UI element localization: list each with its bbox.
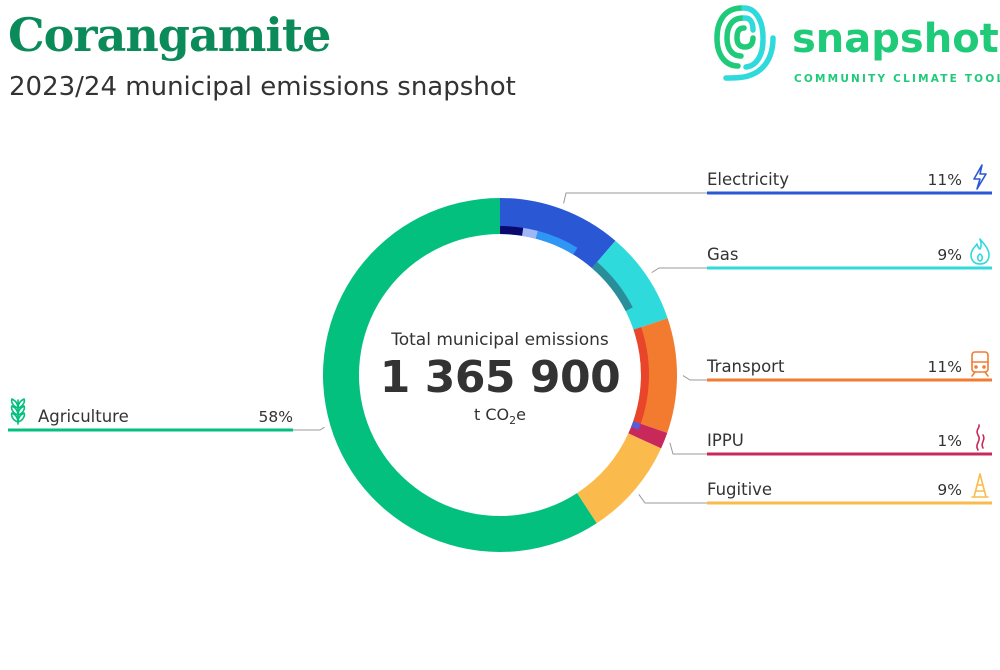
unit-subscript: 2	[509, 414, 517, 428]
slice-transport-sub-0	[633, 327, 649, 424]
slice-gas	[591, 240, 668, 330]
center-caption: Total municipal emissions	[391, 330, 609, 350]
slice-electricity-sub-0	[500, 226, 524, 236]
label-transport: Transport	[706, 357, 785, 376]
logo-tagline: COMMUNITY CLIMATE TOOL	[794, 73, 1000, 85]
value-label-electricity: 11%	[928, 171, 962, 189]
leader-line-gas	[651, 267, 707, 274]
slice-electricity	[500, 198, 616, 269]
slice-agriculture	[323, 198, 597, 552]
leader-line-ippu	[669, 442, 707, 455]
label-agriculture: Agriculture	[38, 407, 129, 426]
label-fugitive: Fugitive	[707, 480, 772, 499]
slice-gas-sub-0	[591, 262, 633, 311]
oil-rig-icon	[971, 473, 989, 498]
emissions-unit: t CO2e	[355, 405, 645, 427]
total-emissions-value: 1 365 900	[379, 352, 621, 403]
value-label-fugitive: 9%	[937, 481, 962, 499]
logo-wordmark: snapshot	[792, 16, 999, 62]
leader-line-fugitive	[638, 493, 707, 504]
page-subtitle: 2023/24 municipal emissions snapshot	[9, 72, 516, 102]
slice-fugitive	[577, 433, 662, 524]
slice-electricity-sub-1	[522, 227, 538, 239]
flame-icon	[970, 238, 990, 265]
snapshot-logo: snapshot COMMUNITY CLIMATE TOOL	[712, 0, 1000, 95]
smoke-icon	[976, 424, 985, 451]
wheat-icon	[10, 398, 26, 425]
leader-line-agriculture	[293, 426, 325, 431]
lightning-bolt-icon	[973, 164, 987, 190]
label-gas: Gas	[707, 245, 739, 264]
leader-line-electricity	[563, 192, 707, 204]
leader-line-transport	[682, 375, 707, 381]
value-label-agriculture: 58%	[259, 408, 293, 426]
train-icon	[971, 351, 989, 377]
value-label-ippu: 1%	[937, 432, 962, 450]
value-label-gas: 9%	[937, 246, 962, 264]
slice-ippu-sub-0	[631, 421, 641, 430]
snapshot-logo-icon	[714, 5, 776, 81]
slice-electricity-sub-2	[535, 230, 578, 255]
label-electricity: Electricity	[707, 170, 789, 189]
page-title: Corangamite	[8, 8, 331, 62]
unit-suffix: e	[516, 405, 526, 424]
value-label-transport: 11%	[928, 358, 962, 376]
label-ippu: IPPU	[707, 431, 744, 450]
unit-prefix: t CO	[474, 405, 510, 424]
